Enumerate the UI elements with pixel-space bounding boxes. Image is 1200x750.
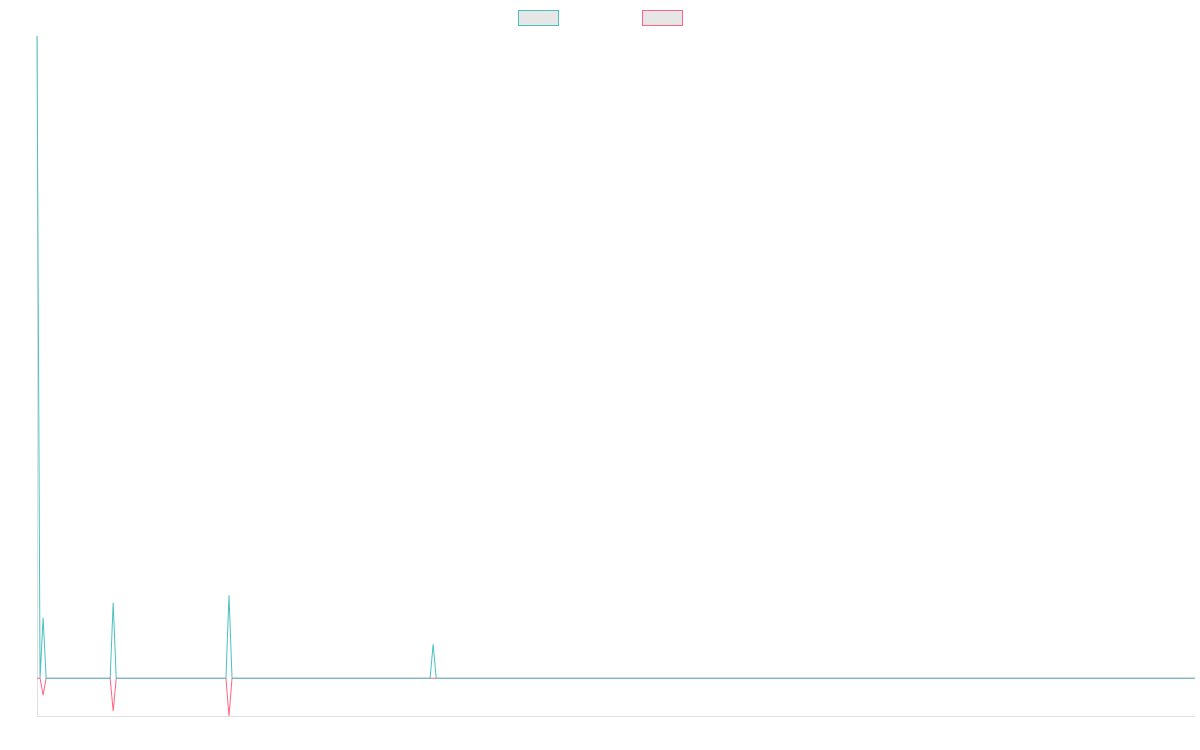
legend-swatch [518,10,559,26]
series-line [36,35,1195,679]
legend-swatch [642,10,683,26]
series-line [37,677,1195,717]
